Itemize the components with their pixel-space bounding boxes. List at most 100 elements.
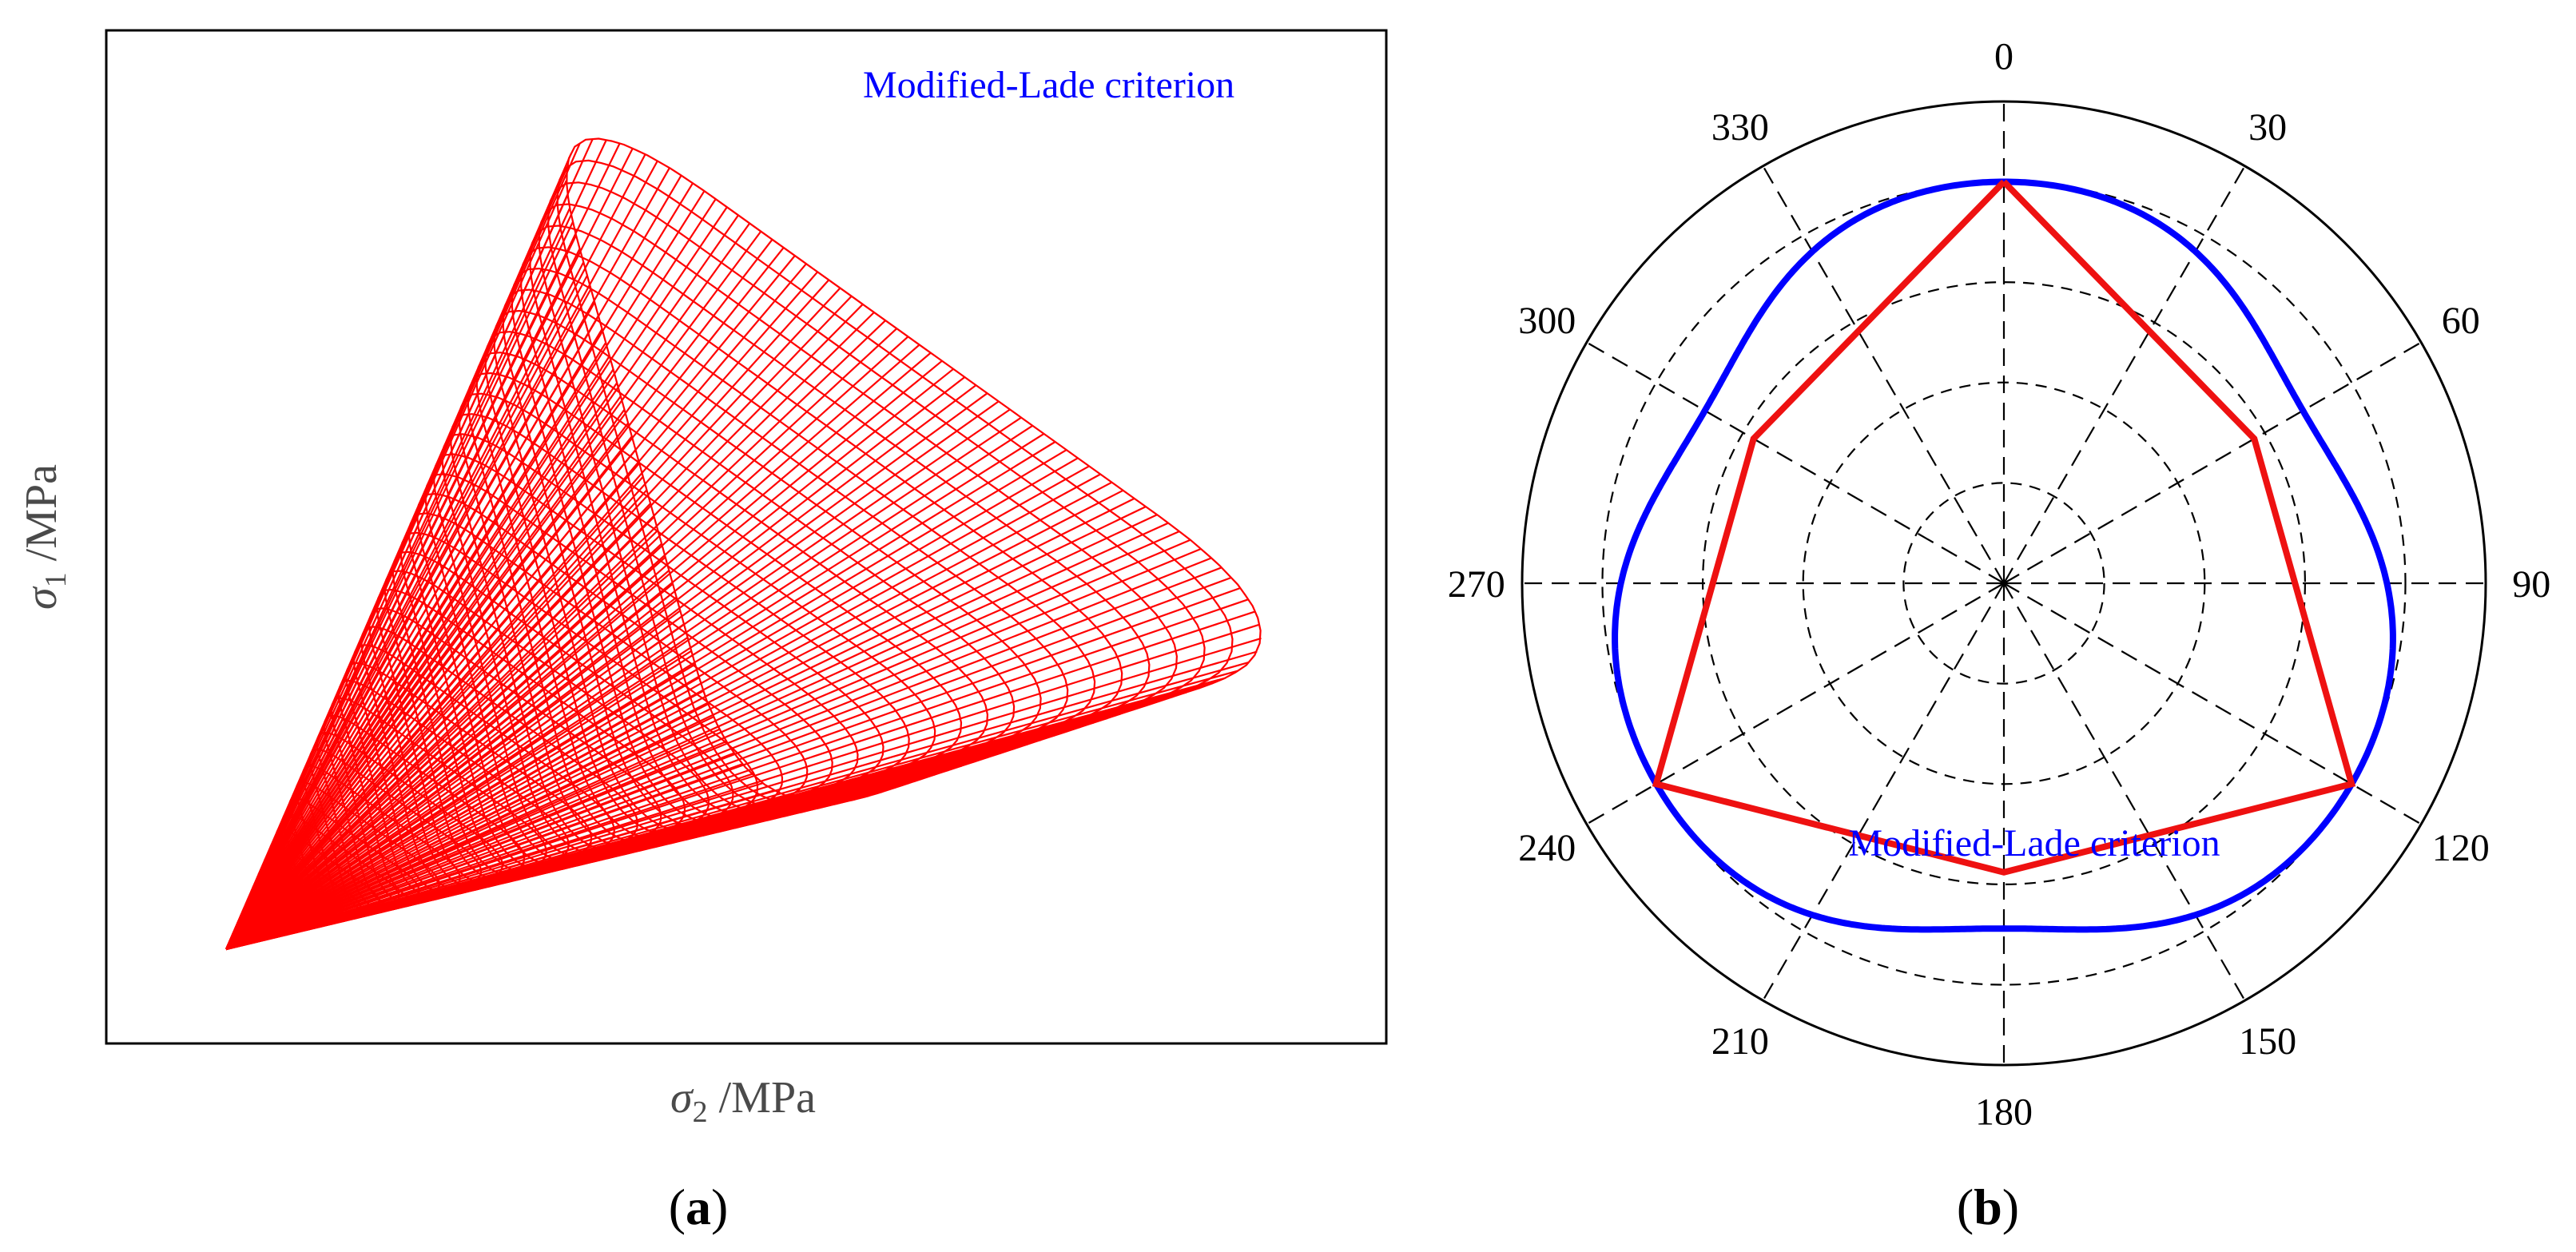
mesh-generator <box>225 435 633 950</box>
mesh-generator <box>225 582 674 950</box>
mesh-generator <box>225 320 886 950</box>
mesh-generator <box>225 395 622 950</box>
mesh-generator <box>225 636 689 950</box>
mesh-generator <box>225 662 1249 951</box>
mesh-generator <box>225 449 1067 950</box>
mesh-generator <box>225 637 1262 951</box>
mesh-generator <box>225 481 1113 950</box>
mesh-generator <box>225 598 1249 951</box>
mesh-generator <box>225 782 763 951</box>
mesh-generator <box>225 312 875 950</box>
mesh-generator <box>225 716 714 950</box>
lade-surface-mesh <box>225 137 1262 951</box>
mesh-generator <box>225 576 1232 951</box>
panel-a-xlabel: σ2 /MPa <box>670 1073 816 1129</box>
angle-tick-label: 90 <box>2512 563 2550 606</box>
polar-spoke <box>1762 165 2005 584</box>
angle-tick-label: 300 <box>1518 300 1576 342</box>
xlabel-sigma: σ <box>670 1073 694 1123</box>
angle-tick-label: 180 <box>1975 1091 2033 1133</box>
angle-tick-label: 0 <box>1994 36 2013 78</box>
mesh-generator <box>225 392 988 950</box>
mesh-generator <box>225 368 954 950</box>
polar-spoke <box>1762 582 2005 1001</box>
mesh-generator <box>225 740 727 951</box>
angle-tick-label: 270 <box>1448 563 1505 606</box>
xlabel-unit: /MPa <box>708 1073 816 1123</box>
polar-spoke <box>1586 341 2005 584</box>
polar-angle-labels: 0 30 60 90 120 150 180 210 240 270 300 330 <box>1448 36 2551 1134</box>
polar-grid-circle <box>1601 181 2407 986</box>
mesh-generator <box>225 557 1212 951</box>
mesh-generator <box>225 514 1158 950</box>
polar-spoke <box>1586 582 2005 825</box>
mesh-generator <box>225 424 1033 950</box>
mesh-generator <box>225 279 830 950</box>
mesh-generator <box>225 368 614 950</box>
mesh-generator <box>225 531 1180 951</box>
mesh-generator <box>225 543 662 950</box>
mesh-generator <box>225 556 666 950</box>
mesh-generator <box>225 342 607 950</box>
polar-spoke <box>2003 165 2246 584</box>
polar-grid <box>1521 100 2487 1067</box>
mesh-generator <box>225 529 659 950</box>
mesh-generator <box>225 799 801 951</box>
mesh-generator <box>225 596 678 950</box>
mesh-generator <box>225 382 618 950</box>
mesh-generator <box>225 516 655 950</box>
mesh-generator <box>225 497 1135 950</box>
mesh-generator <box>225 539 1191 951</box>
mesh-generator <box>225 503 651 950</box>
mesh-generator <box>225 422 629 950</box>
panel-b: 0 30 60 90 120 150 180 210 240 270 300 330 Modified… <box>1448 36 2551 1235</box>
mesh-generator <box>225 409 626 950</box>
angle-tick-label: 210 <box>1711 1020 1769 1063</box>
ylabel-sigma: σ <box>17 586 66 610</box>
mesh-generator <box>225 301 596 950</box>
mesh-generator <box>225 703 709 950</box>
mesh-generator <box>225 344 920 950</box>
mesh-generator <box>225 677 700 950</box>
mesh-generator <box>225 287 841 950</box>
mesh-generator <box>225 248 581 950</box>
mesh-generator <box>225 275 588 950</box>
angle-tick-label: 240 <box>1518 827 1576 869</box>
panel-a-label: (a) <box>669 1178 729 1235</box>
series-modified-lade <box>1612 178 2396 933</box>
mesh-generator <box>225 138 594 950</box>
mesh-generator <box>225 261 585 950</box>
mesh-generator <box>225 690 705 950</box>
polar-spoke <box>2003 341 2422 584</box>
mesh-generator <box>225 139 607 950</box>
panel-a-frame <box>105 29 1388 1045</box>
ylabel-subscript: 1 <box>39 572 73 587</box>
mesh-generator <box>225 142 621 950</box>
mesh-generator <box>225 773 753 951</box>
mesh-generator <box>225 752 734 951</box>
mesh-generator <box>225 522 1169 951</box>
xlabel-subscript: 2 <box>693 1095 708 1129</box>
mesh-generator <box>225 463 640 950</box>
mesh-generator <box>225 288 592 950</box>
polar-grid-circle <box>1902 482 2105 685</box>
panel-a-legend: Modified-Lade criterion <box>863 64 1234 106</box>
series-red-polygon <box>1652 179 2356 876</box>
mesh-generator <box>225 432 1045 950</box>
angle-tick-label: 120 <box>2432 827 2490 869</box>
mesh-generator <box>225 663 696 950</box>
mesh-generator <box>225 570 670 950</box>
angle-tick-label: 150 <box>2239 1020 2296 1063</box>
mesh-generator <box>225 465 1090 950</box>
mesh-generator <box>225 328 603 950</box>
panel-a-ylabel: σ1 /MPa <box>17 464 73 610</box>
angle-tick-label: 30 <box>2248 106 2287 149</box>
polar-series <box>1612 178 2396 933</box>
polar-outer-circle <box>1521 100 2487 1067</box>
mesh-generator <box>225 449 637 950</box>
panel-a: Modified-Lade criterion σ1 /MPa σ2 /MPa … <box>17 29 1388 1235</box>
mesh-generator <box>225 142 581 950</box>
mesh-generator <box>225 475 644 950</box>
mesh-generator <box>225 315 599 950</box>
